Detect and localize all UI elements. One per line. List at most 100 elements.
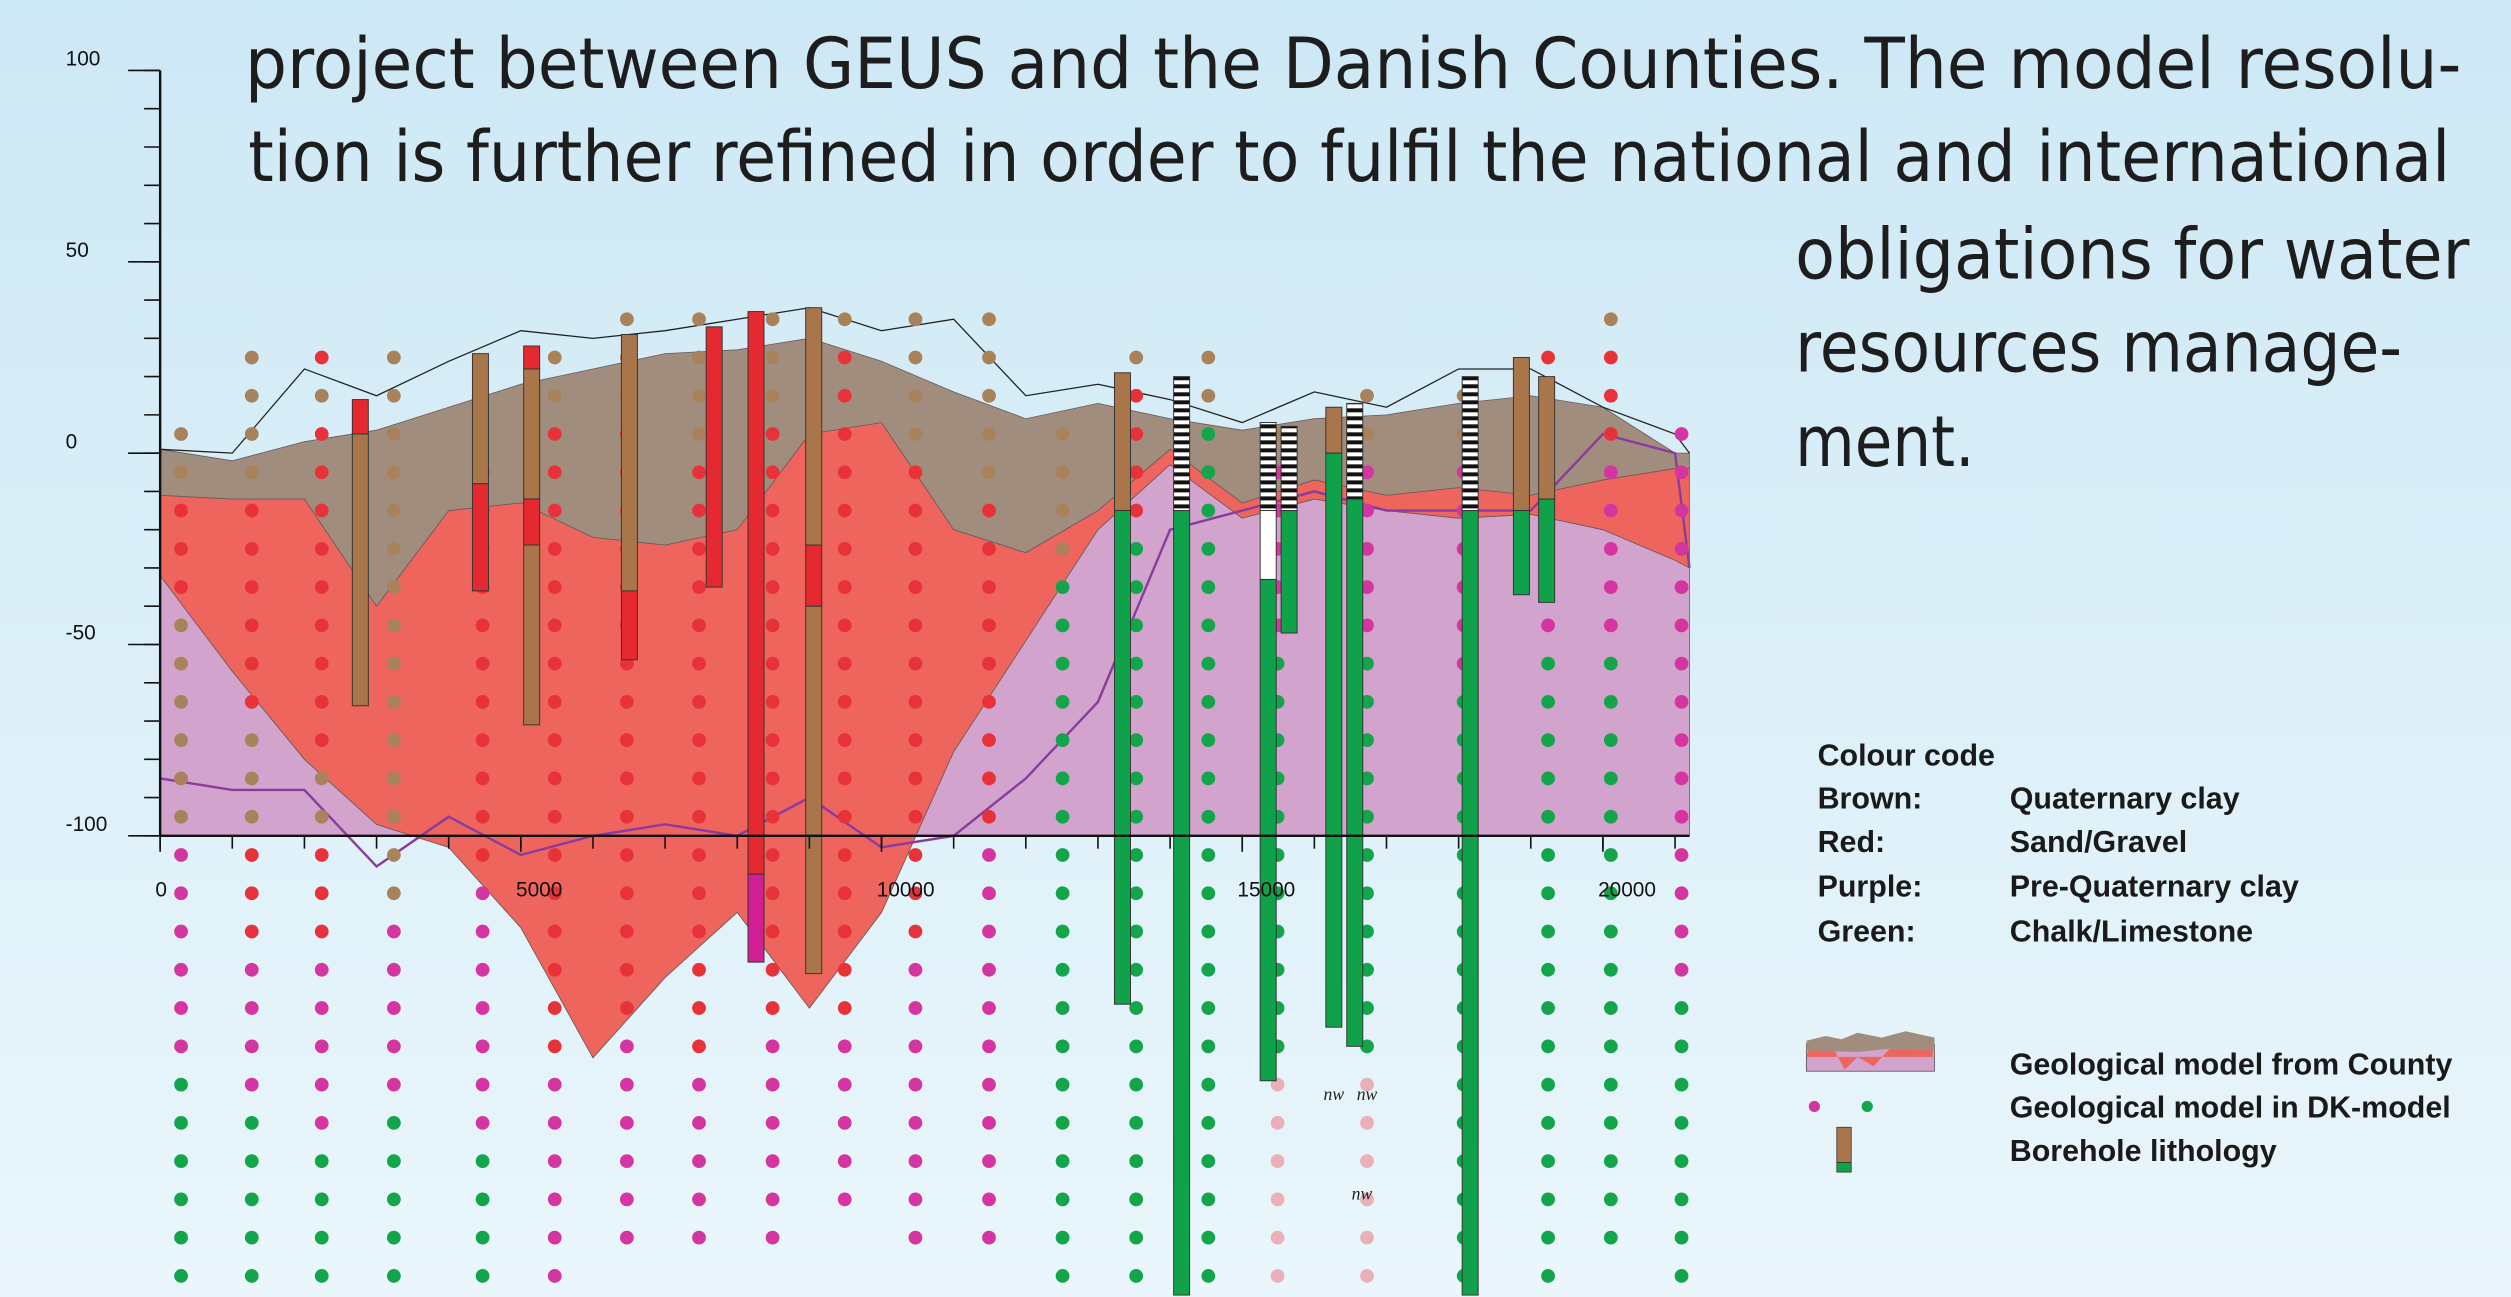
model-dot — [1674, 924, 1689, 939]
model-dot — [619, 1001, 634, 1015]
model-dot — [908, 962, 923, 977]
model-dot — [386, 1077, 401, 1092]
model-dot — [837, 580, 852, 594]
borehole-segment — [1346, 498, 1364, 1047]
x-tick-label: 20000 — [1598, 879, 1656, 902]
model-dot — [619, 809, 634, 824]
model-dot — [982, 1192, 996, 1207]
model-dot — [1674, 809, 1689, 824]
borehole-segment — [805, 605, 823, 975]
model-dot — [1360, 809, 1374, 824]
borehole-segment — [523, 544, 541, 726]
model-dot — [837, 695, 852, 709]
model-dot — [174, 771, 188, 786]
model-dot — [908, 809, 923, 824]
model-dot — [174, 1001, 188, 1015]
model-dot — [386, 733, 401, 748]
model-dot — [1541, 809, 1555, 824]
model-dot — [1360, 503, 1374, 518]
model-dot — [1270, 1269, 1285, 1283]
model-dot — [1055, 695, 1070, 709]
model-dot — [837, 350, 852, 365]
model-dot — [1201, 924, 1216, 939]
model-dot — [908, 541, 923, 556]
model-dot — [908, 733, 923, 748]
model-dot — [837, 1077, 852, 1092]
model-dot — [837, 1115, 852, 1130]
model-dot — [1129, 350, 1144, 365]
paragraph-line: obligations for water — [1795, 214, 2469, 296]
model-dot — [547, 1115, 562, 1130]
model-dot — [244, 1154, 259, 1169]
model-dot — [1201, 503, 1216, 518]
model-dot — [692, 1230, 706, 1245]
legend-title: Colour code — [1818, 738, 1995, 772]
model-dot — [547, 1269, 562, 1283]
model-dot — [692, 1192, 706, 1207]
model-dot — [1055, 427, 1070, 441]
model-dot — [1541, 1001, 1555, 1015]
model-dot — [1603, 695, 1618, 709]
legend-value: Sand/Gravel — [2010, 825, 2187, 859]
model-dot — [386, 350, 401, 365]
model-dot — [1055, 1001, 1070, 1015]
model-dot — [765, 809, 780, 824]
model-dot — [386, 771, 401, 786]
model-dot — [1201, 848, 1216, 862]
model-dot — [386, 886, 401, 901]
model-dot — [1603, 312, 1618, 327]
model-dot — [1201, 809, 1216, 824]
model-dot — [314, 1192, 329, 1207]
model-dot — [547, 1001, 562, 1015]
model-dot — [174, 962, 188, 977]
model-dot — [837, 1039, 852, 1054]
model-dot — [1603, 733, 1618, 748]
model-dot — [1201, 618, 1216, 633]
model-dot — [1055, 465, 1070, 480]
model-dot — [1129, 1269, 1144, 1283]
model-dot — [314, 427, 329, 441]
model-dot — [765, 695, 780, 709]
model-dot — [765, 1192, 780, 1207]
model-dot — [386, 580, 401, 594]
model-dot — [1360, 695, 1374, 709]
model-dot — [475, 618, 490, 633]
model-dot — [1674, 503, 1689, 518]
borehole-segment — [1461, 510, 1479, 1296]
model-dot — [765, 771, 780, 786]
model-dot — [1360, 1192, 1374, 1207]
model-dot — [692, 809, 706, 824]
model-dot — [765, 1230, 780, 1245]
model-dot — [1674, 1077, 1689, 1092]
model-dot — [1603, 962, 1618, 977]
borehole-segment — [1538, 376, 1556, 500]
model-dot — [692, 312, 706, 327]
model-dot — [475, 1001, 490, 1015]
borehole-segment — [1325, 452, 1343, 1028]
model-dot — [1603, 1077, 1618, 1092]
model-dot — [1360, 618, 1374, 633]
model-dot — [547, 695, 562, 709]
model-dot — [314, 465, 329, 480]
model-dot — [837, 1001, 852, 1015]
model-dot — [174, 618, 188, 633]
model-dot — [765, 541, 780, 556]
borehole-segment — [523, 345, 541, 370]
model-dot — [1603, 886, 1618, 901]
model-dot — [1129, 541, 1144, 556]
model-dot — [837, 733, 852, 748]
model-dot — [1201, 465, 1216, 480]
model-dot — [475, 1269, 490, 1283]
model-dot — [244, 656, 259, 671]
borehole-segment — [1538, 498, 1556, 603]
model-dot — [386, 541, 401, 556]
model-dot — [1360, 465, 1374, 480]
model-dot — [244, 1039, 259, 1054]
model-dot — [1055, 503, 1070, 518]
model-dot — [1055, 1077, 1070, 1092]
legend-value: Chalk/Limestone — [2010, 915, 2253, 949]
model-dot — [1201, 695, 1216, 709]
model-dot — [765, 1039, 780, 1054]
model-dot — [174, 1154, 188, 1169]
model-dot — [1541, 1077, 1555, 1092]
